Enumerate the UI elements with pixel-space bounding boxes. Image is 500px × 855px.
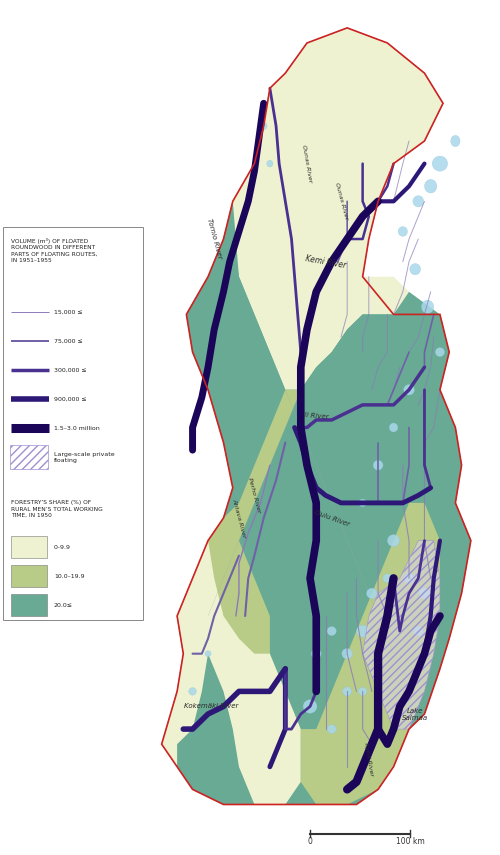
Polygon shape [301,503,440,805]
Ellipse shape [382,574,392,583]
Text: Large-scale private
floating: Large-scale private floating [54,451,114,463]
Ellipse shape [342,648,352,659]
Bar [11,536,47,558]
Text: 75,000 ≤: 75,000 ≤ [54,339,83,344]
Ellipse shape [366,588,378,598]
Text: 100 km: 100 km [396,837,424,846]
Polygon shape [224,390,301,540]
Text: Kokemäki River: Kokemäki River [184,704,238,710]
Ellipse shape [188,687,196,695]
Polygon shape [162,540,224,767]
Ellipse shape [432,156,448,171]
Ellipse shape [205,651,211,657]
Text: 20.0≤: 20.0≤ [54,603,73,608]
Ellipse shape [303,699,317,713]
Ellipse shape [356,625,369,637]
Polygon shape [162,28,471,805]
Polygon shape [208,518,270,654]
Ellipse shape [327,627,336,635]
Text: Ahtava River: Ahtava River [232,498,246,539]
Ellipse shape [398,227,407,236]
Ellipse shape [358,687,367,695]
Text: 300,000 ≤: 300,000 ≤ [54,368,86,373]
Text: Ounas River: Ounas River [301,144,313,183]
Bar [11,565,47,587]
Text: Kymi River: Kymi River [364,742,374,776]
FancyBboxPatch shape [10,445,48,469]
Ellipse shape [327,724,336,734]
Ellipse shape [418,587,430,599]
Polygon shape [177,540,301,805]
Text: Kemi River: Kemi River [304,254,346,269]
Text: Ounas River: Ounas River [334,182,348,221]
Text: 0: 0 [308,837,312,846]
Ellipse shape [424,180,437,193]
Ellipse shape [359,499,366,507]
Ellipse shape [422,300,434,314]
Text: Oulu River: Oulu River [314,509,350,527]
Text: Ii River: Ii River [304,412,328,421]
Polygon shape [362,540,440,729]
Text: 15,000 ≤: 15,000 ≤ [54,310,82,315]
Ellipse shape [451,135,460,147]
Ellipse shape [413,196,424,207]
Text: Perho River: Perho River [248,477,262,514]
Ellipse shape [342,687,352,696]
Text: VOLUME (m³) OF FLOATED
ROUNDWOOD IN DIFFERENT
PARTS OF FLOATING ROUTES,
IN 1951–: VOLUME (m³) OF FLOATED ROUNDWOOD IN DIFF… [11,238,98,262]
Ellipse shape [404,385,414,395]
Ellipse shape [389,423,398,432]
Ellipse shape [410,263,420,274]
Text: 1.5–3.0 million: 1.5–3.0 million [54,426,100,431]
Bar [11,594,47,616]
Text: 10.0–19.9: 10.0–19.9 [54,574,84,579]
Polygon shape [233,28,443,390]
Text: Lake
Saimaa: Lake Saimaa [402,707,428,721]
Polygon shape [162,201,471,805]
Ellipse shape [260,122,267,130]
Text: 0–9.9: 0–9.9 [54,545,71,550]
Ellipse shape [404,573,414,584]
Text: 900,000 ≤: 900,000 ≤ [54,397,86,402]
Text: Tornio River: Tornio River [206,218,222,260]
Ellipse shape [312,649,321,658]
Ellipse shape [436,348,444,357]
FancyBboxPatch shape [2,227,142,620]
Ellipse shape [267,160,273,167]
Ellipse shape [388,534,400,546]
Ellipse shape [414,626,423,636]
Text: FORESTRY’S SHARE (%) OF
RURAL MEN’S TOTAL WORKING
TIME, IN 1950: FORESTRY’S SHARE (%) OF RURAL MEN’S TOTA… [11,500,103,518]
Ellipse shape [373,460,383,470]
